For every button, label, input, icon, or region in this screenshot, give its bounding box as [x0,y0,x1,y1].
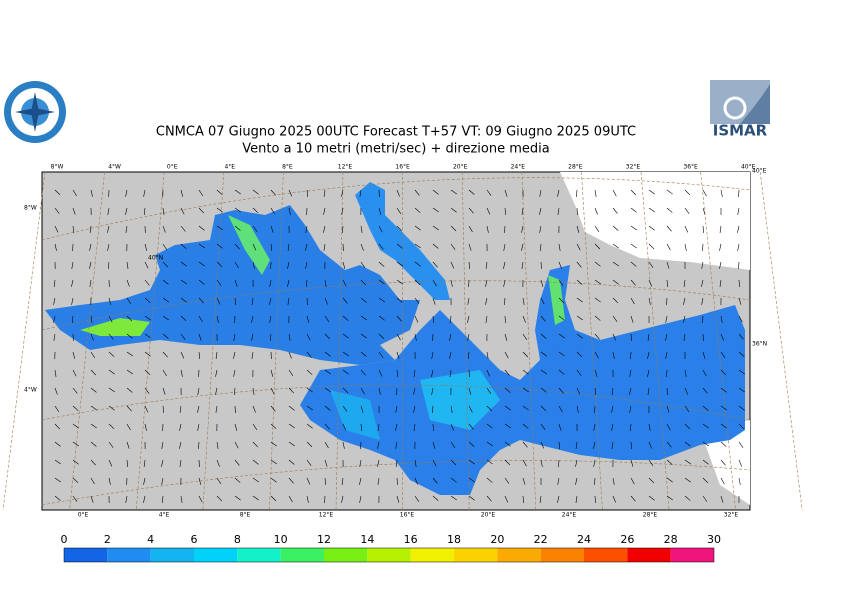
colorbar-label: 4 [147,533,154,546]
colorbar-label: 0 [61,533,68,546]
lat-label: 8°W [24,205,37,212]
colorbar-segment [151,548,194,562]
lon-label: 12°E [338,164,353,171]
colorbar-segment [454,548,497,562]
colorbar-label: 12 [317,533,331,546]
lon-label: 16°E [395,164,410,171]
colorbar-segment [281,548,324,562]
colorbar-label: 22 [534,533,548,546]
colorbar-label: 6 [191,533,198,546]
lon-label: 8°W [51,164,64,171]
colorbar-label: 14 [360,533,374,546]
colorbar-segment [541,548,584,562]
colorbar-label: 2 [104,533,111,546]
lon-label: 0°E [167,164,178,171]
lon-label: 12°E [319,512,334,519]
title: CNMCA 07 Giugno 2025 00UTC Forecast T+57… [156,125,636,140]
lon-label: 8°E [282,164,293,171]
lat-label: 40°N [148,255,163,262]
colorbar-segment [584,548,627,562]
lon-label: 28°E [643,512,658,519]
logo-text: ISMAR [713,122,768,140]
colorbar-segment [671,548,714,562]
colorbar-segment [411,548,454,562]
colorbar-segment [367,548,410,562]
lon-label: 4°E [159,512,170,519]
lat-label: 40°E [752,168,767,175]
lon-label: 24°E [562,512,577,519]
colorbar-segment [64,548,107,562]
lon-label: 24°E [511,164,526,171]
colorbar-label: 16 [404,533,418,546]
lon-label: 32°E [724,512,739,519]
lat-label: 4°W [24,387,37,394]
colorbar-segment [194,548,237,562]
colorbar-label: 8 [234,533,241,546]
lon-label: 20°E [453,164,468,171]
colorbar-segment [237,548,280,562]
lon-label: 16°E [400,512,415,519]
map [3,172,802,510]
colorbar-label: 18 [447,533,461,546]
colorbar-segment [107,548,150,562]
lat-label: 36°N [752,341,767,348]
colorbar-label: 24 [577,533,591,546]
lon-label: 32°E [626,164,641,171]
ismar-logo: ISMAR [710,80,770,140]
lon-label: 4°W [108,164,121,171]
subtitle: Vento a 10 metri (metri/sec) + direzione… [242,142,549,157]
lon-label: 8°E [240,512,251,519]
lon-label: 4°E [224,164,235,171]
colorbar-label: 28 [664,533,678,546]
colorbar-segment [324,548,367,562]
colorbar-label: 20 [490,533,504,546]
colorbar-label: 10 [274,533,288,546]
colorbar-label: 26 [620,533,634,546]
colorbar-label: 30 [707,533,721,546]
lon-label: 28°E [568,164,583,171]
colorbar-segment [627,548,670,562]
meridian [3,172,45,510]
lon-label: 36°E [683,164,698,171]
cnmca-logo [4,81,66,143]
lon-label: 20°E [481,512,496,519]
colorbar-segment [497,548,540,562]
lon-label: 0°E [78,512,89,519]
